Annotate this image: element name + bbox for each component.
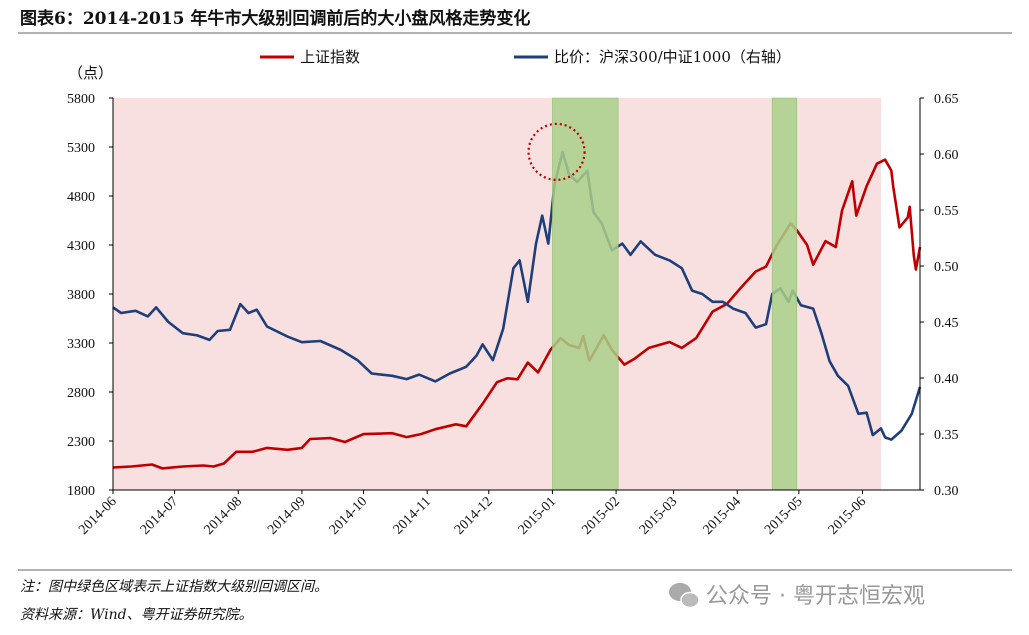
left-tick-label: 1800 xyxy=(67,484,95,499)
right-tick-label: 0.30 xyxy=(934,484,959,499)
highlight-circle xyxy=(527,122,586,181)
bands xyxy=(113,98,881,490)
pink-background-band xyxy=(113,98,881,490)
x-tick-label: 2015-04 xyxy=(700,494,744,538)
x-tick-label: 2014-07 xyxy=(138,494,182,538)
x-tick-label: 2015-03 xyxy=(637,494,681,538)
left-tick-label: 3800 xyxy=(67,288,95,303)
legend-label-shanghai: 上证指数 xyxy=(300,48,360,66)
x-tick-label: 2014-10 xyxy=(327,494,371,538)
left-axis-unit: （点） xyxy=(68,64,113,82)
x-tick-label: 2014-11 xyxy=(391,494,434,537)
x-tick-label: 2015-02 xyxy=(579,494,623,538)
right-tick-label: 0.35 xyxy=(934,428,959,443)
right-tick-label: 0.40 xyxy=(934,372,959,387)
x-tick-label: 2015-01 xyxy=(516,494,560,538)
right-tick-label: 0.65 xyxy=(934,92,959,107)
x-tick-label: 2014-08 xyxy=(201,494,245,538)
left-tick-label: 5800 xyxy=(67,92,95,107)
x-tick-label: 2015-05 xyxy=(762,494,806,538)
left-tick-label: 5300 xyxy=(67,141,95,156)
chart-title: 图表6：2014-2015 年牛市大级别回调前后的大小盘风格走势变化 xyxy=(20,8,530,29)
left-tick-label: 2300 xyxy=(67,435,95,450)
x-tick-label: 2014-06 xyxy=(76,494,120,538)
x-tick-label: 2015-06 xyxy=(826,494,870,538)
wechat-icon xyxy=(669,583,700,609)
footer-source: 资料来源：Wind、粤开证券研究院。 xyxy=(20,607,253,623)
left-tick-label: 4300 xyxy=(67,239,95,254)
x-tick-label: 2014-09 xyxy=(265,494,309,538)
footer-note: 注：图中绿色区域表示上证指数大级别回调区间。 xyxy=(20,579,328,595)
watermark: 公众号 · 粤开志恒宏观 xyxy=(706,584,925,609)
green-band-1 xyxy=(552,97,619,491)
x-tick-label: 2014-12 xyxy=(452,494,496,538)
left-tick-label: 3300 xyxy=(67,337,95,352)
legend-label-ratio: 比价：沪深300/中证1000（右轴） xyxy=(554,48,791,66)
right-tick-label: 0.55 xyxy=(934,204,959,219)
green-band-2 xyxy=(771,97,798,491)
left-tick-label: 2800 xyxy=(67,386,95,401)
legend: 上证指数 比价：沪深300/中证1000（右轴） xyxy=(260,48,791,66)
left-tick-label: 4800 xyxy=(67,190,95,205)
right-tick-label: 0.45 xyxy=(934,316,959,331)
green-bands xyxy=(527,97,798,491)
right-tick-label: 0.50 xyxy=(934,260,959,275)
right-tick-label: 0.60 xyxy=(934,148,959,163)
